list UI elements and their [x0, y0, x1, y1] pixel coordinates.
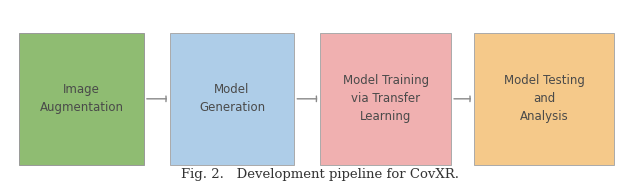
Text: Model
Generation: Model Generation: [199, 83, 265, 114]
Text: Model Training
via Transfer
Learning: Model Training via Transfer Learning: [342, 74, 429, 123]
Text: Model Testing
and
Analysis: Model Testing and Analysis: [504, 74, 584, 123]
Bar: [19, 33, 144, 165]
Text: Fig. 2.   Development pipeline for CovXR.: Fig. 2. Development pipeline for CovXR.: [181, 168, 459, 181]
Bar: [320, 33, 451, 165]
Bar: [170, 33, 294, 165]
Text: Image
Augmentation: Image Augmentation: [40, 83, 124, 114]
Bar: [474, 33, 614, 165]
